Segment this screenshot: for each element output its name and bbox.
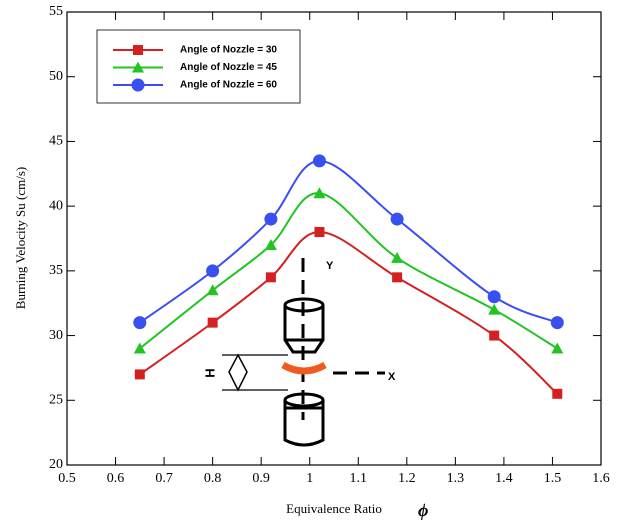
marker xyxy=(488,303,501,315)
x-tick-label: 0.6 xyxy=(107,471,125,486)
legend-marker xyxy=(132,61,144,73)
x-axis-label: Equivalence Ratio xyxy=(286,501,382,516)
inset-label: Y xyxy=(326,260,334,272)
marker xyxy=(390,212,404,226)
inset-label: H xyxy=(202,368,217,377)
x-tick-label: 1.5 xyxy=(544,471,562,486)
legend-marker xyxy=(133,45,143,55)
marker xyxy=(264,212,278,226)
y-tick-label: 40 xyxy=(49,198,63,213)
marker xyxy=(133,316,147,330)
marker xyxy=(551,342,564,354)
marker xyxy=(313,187,326,199)
legend-label: Angle of Nozzle = 60 xyxy=(180,80,277,91)
x-tick-label: 1.3 xyxy=(447,471,465,486)
marker xyxy=(207,317,218,328)
legend-label: Angle of Nozzle = 30 xyxy=(180,45,277,56)
marker xyxy=(312,154,326,168)
marker xyxy=(392,272,403,283)
marker xyxy=(391,251,404,263)
y-tick-label: 55 xyxy=(49,4,63,19)
x-tick-label: 1.1 xyxy=(350,471,368,486)
x-axis-symbol: ϕ xyxy=(418,500,428,520)
x-tick-label: 0.5 xyxy=(58,471,76,486)
plot-frame xyxy=(66,11,602,466)
y-tick-label: 30 xyxy=(49,328,63,343)
nozzle-inset xyxy=(222,258,385,447)
marker xyxy=(487,290,501,304)
series-line xyxy=(139,192,558,350)
marker xyxy=(133,342,146,354)
y-tick-label: 45 xyxy=(49,134,63,149)
y-tick-label: 20 xyxy=(49,457,63,472)
marker xyxy=(552,388,563,399)
marker xyxy=(206,264,220,278)
legend-label: Angle of Nozzle = 45 xyxy=(180,62,277,73)
inset-label: X xyxy=(388,371,396,383)
legend-marker xyxy=(131,78,145,92)
y-axis-label: Burning Velocity Su (cm/s) xyxy=(13,167,28,309)
marker xyxy=(264,238,277,250)
marker xyxy=(489,330,500,341)
y-tick-label: 35 xyxy=(49,263,63,278)
marker xyxy=(206,284,219,296)
y-tick-label: 50 xyxy=(49,69,63,84)
marker xyxy=(265,272,276,283)
x-tick-label: 1.4 xyxy=(495,471,513,486)
x-tick-label: 1.2 xyxy=(398,471,416,486)
x-tick-label: 1 xyxy=(306,471,313,486)
marker xyxy=(314,227,325,238)
x-tick-label: 0.8 xyxy=(204,471,222,486)
marker xyxy=(134,369,145,380)
x-tick-label: 0.9 xyxy=(252,471,270,486)
y-tick-label: 25 xyxy=(49,393,63,408)
marker xyxy=(550,316,564,330)
x-tick-label: 0.7 xyxy=(155,471,173,486)
x-tick-label: 1.6 xyxy=(592,471,610,486)
